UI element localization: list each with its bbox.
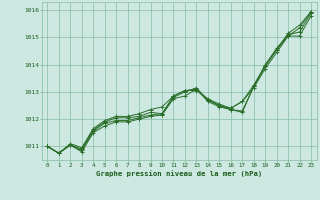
X-axis label: Graphe pression niveau de la mer (hPa): Graphe pression niveau de la mer (hPa) bbox=[96, 171, 262, 177]
